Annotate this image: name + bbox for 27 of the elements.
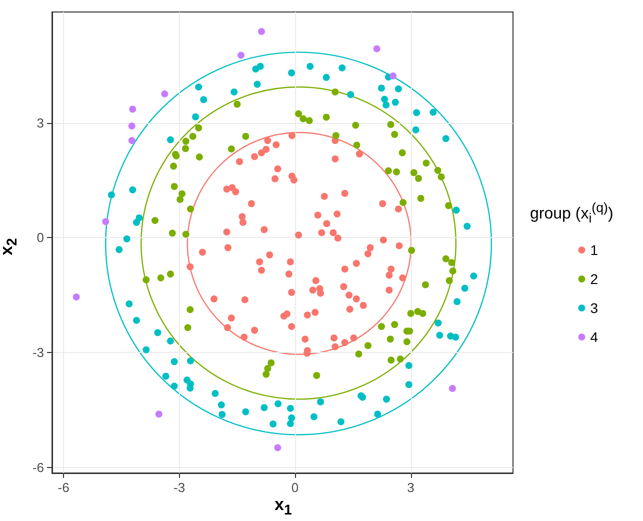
y-tick-label: 3: [36, 115, 44, 130]
point: [155, 410, 162, 418]
point: [128, 137, 136, 144]
y-tick-label: -3: [32, 344, 44, 360]
point: [129, 106, 136, 113]
legend-label: 4: [590, 329, 598, 345]
point: [238, 52, 245, 59]
point: [161, 90, 168, 98]
y-tick-label: 0: [36, 230, 44, 246]
x-axis-title: x$_{1}$: [274, 495, 292, 518]
x-tick-label: 0: [291, 480, 299, 495]
point: [373, 45, 380, 52]
point: [128, 122, 136, 130]
point: [72, 294, 80, 301]
point: [102, 218, 110, 226]
point: [390, 72, 397, 80]
legend-label: 1: [590, 242, 598, 258]
point: [274, 444, 282, 452]
legend-label: 2: [590, 271, 598, 287]
legend-title: group (x$_{i}$$^{(q)}$): [530, 200, 614, 226]
legend-label: 3: [590, 300, 598, 316]
x-tick-label: -6: [58, 480, 70, 495]
point: [258, 28, 265, 36]
point: [448, 384, 456, 392]
x-tick-label: 3: [407, 480, 414, 495]
y-tick-label: -6: [32, 460, 44, 475]
x-tick-label: -3: [174, 480, 186, 495]
